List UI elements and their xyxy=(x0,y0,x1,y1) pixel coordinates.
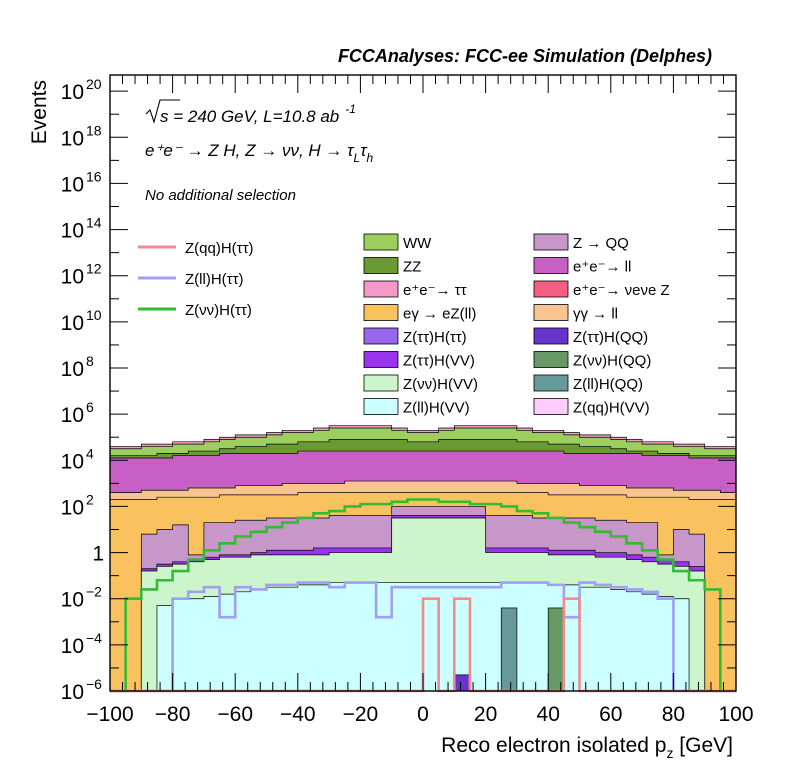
sqrt-icon xyxy=(145,99,180,124)
y-tick-label: 10 −4 xyxy=(61,630,103,658)
y-tick-label: 10 10 xyxy=(61,307,102,335)
y-tick-label: 1 xyxy=(92,543,104,566)
y-tick-label: 10 6 xyxy=(61,399,94,427)
x-tick-label: 40 xyxy=(537,703,560,726)
x-tick-label: 60 xyxy=(599,703,622,726)
bg-legend-label: Z(ττ)H(ττ) xyxy=(403,329,467,346)
signal-legend: Z(qq)H(ττ) Z(ll)H(ττ) Z(νν)H(ττ) xyxy=(138,240,254,319)
bg-legend-label: e⁺e⁻→ νeνe Z xyxy=(573,282,670,299)
y-tick-label: 10 14 xyxy=(61,215,102,243)
x-tick-label: −100 xyxy=(86,703,133,726)
bg-legend-swatch xyxy=(363,327,399,345)
y-tick-label: 10 8 xyxy=(61,353,94,381)
bg-legend-label: WW xyxy=(403,235,432,252)
x-tick-label: 20 xyxy=(474,703,497,726)
bg-legend-swatch xyxy=(533,327,569,345)
y-tick-label: 10 12 xyxy=(61,261,102,289)
y-tick-label: 10 20 xyxy=(61,76,102,104)
x-tick-label: −60 xyxy=(217,703,253,726)
x-tick-label: 80 xyxy=(662,703,685,726)
background-legend: WW Z → QQ ZZ e⁺e⁻→ ll e⁺e⁻→ ττ e⁺e⁻→ νeνe Z eγ… xyxy=(363,233,670,417)
x-axis: −100 −80 −60 −40 −20 0 20 40 60 80 100 xyxy=(86,75,754,726)
bg-legend-label: Z(νν)H(QQ) xyxy=(573,353,651,370)
bg-legend-label: Z(qq)H(VV) xyxy=(573,400,650,417)
x-axis-label-unit: [GeV] xyxy=(673,734,733,757)
bg-legend-label: e⁺e⁻→ ll xyxy=(573,259,631,276)
y-tick-label: 10 4 xyxy=(61,445,94,473)
chart-title: FCCAnalyses: FCC-ee Simulation (Delphes) xyxy=(338,46,712,66)
x-axis-label: Reco electron isolated pz [GeV] xyxy=(441,734,733,761)
bg-legend-swatch xyxy=(533,257,569,274)
bg-legend-swatch xyxy=(533,304,569,321)
overlay-z-h- xyxy=(110,498,736,693)
y-tick-label: 10 2 xyxy=(61,491,94,519)
extra-bar-2 xyxy=(453,674,471,692)
bg-legend-swatch xyxy=(363,280,399,298)
signal-legend-label: Z(ll)H(ττ) xyxy=(185,271,244,288)
annotation-block: s = 240 GeV, L=10.8 ab -1 e⁺e⁻ → Z H, Z →… xyxy=(145,99,374,204)
bg-legend-label: γγ → ll xyxy=(573,306,618,323)
bg-legend-swatch xyxy=(533,374,569,392)
bg-legend-label: Z(ττ)H(VV) xyxy=(403,353,475,370)
bg-legend-label: e⁺e⁻→ ττ xyxy=(403,282,467,299)
bg-legend-swatch xyxy=(363,304,399,321)
bg-legend-swatch xyxy=(363,351,399,368)
signal-legend-label: Z(νν)H(ττ) xyxy=(185,302,252,319)
bg-legend-label: Z(ll)H(QQ) xyxy=(573,376,643,393)
y-axis: 10 −6 10 −4 10 −2 1 10 2 10 4 10 6 10 8 10 10 10 12 10 14 10 1… xyxy=(61,76,736,704)
bg-legend-label: Z → QQ xyxy=(573,235,629,252)
bg-legend-swatch xyxy=(533,233,569,251)
annotation-energy-lumi: s = 240 GeV, L=10.8 ab -1 xyxy=(160,102,356,126)
bg-legend-swatch xyxy=(363,257,399,274)
overlay-z-ll-h- xyxy=(110,581,736,693)
bg-legend-swatch xyxy=(533,280,569,298)
x-tick-label: −40 xyxy=(280,703,316,726)
x-tick-label: 100 xyxy=(718,703,753,726)
bg-legend-swatch xyxy=(363,233,399,251)
bg-legend-swatch xyxy=(363,398,399,415)
x-tick-label: −20 xyxy=(343,703,379,726)
bg-legend-label: Z(ττ)H(QQ) xyxy=(573,329,648,346)
annotation-selection: No additional selection xyxy=(145,187,296,204)
y-tick-label: 10 16 xyxy=(61,168,102,196)
y-tick-label: 10 −6 xyxy=(61,676,103,704)
x-tick-label: −80 xyxy=(155,703,191,726)
bg-legend-label: Z(ll)H(VV) xyxy=(403,400,470,417)
extra-bar-0 xyxy=(500,607,518,692)
signal-legend-label: Z(qq)H(ττ) xyxy=(185,240,254,257)
extra-bar-1 xyxy=(547,607,565,692)
y-tick-label: 10 −2 xyxy=(61,584,103,612)
y-tick-label: 10 18 xyxy=(61,122,102,150)
y-axis-label: Events xyxy=(28,80,51,144)
x-axis-label-sub: z xyxy=(666,745,673,761)
x-axis-label-main: Reco electron isolated p xyxy=(441,734,666,757)
annotation-process: e⁺e⁻ → Z H, Z → νν, H → τLτh xyxy=(145,141,374,165)
bg-legend-label: Z(νν)H(VV) xyxy=(403,376,478,393)
bg-legend-swatch xyxy=(533,398,569,415)
bg-legend-swatch xyxy=(533,351,569,368)
bg-legend-label: ZZ xyxy=(403,259,421,276)
x-tick-label: 0 xyxy=(417,703,429,726)
bg-legend-swatch xyxy=(363,374,399,392)
bg-legend-label: eγ → eZ(ll) xyxy=(403,306,476,323)
